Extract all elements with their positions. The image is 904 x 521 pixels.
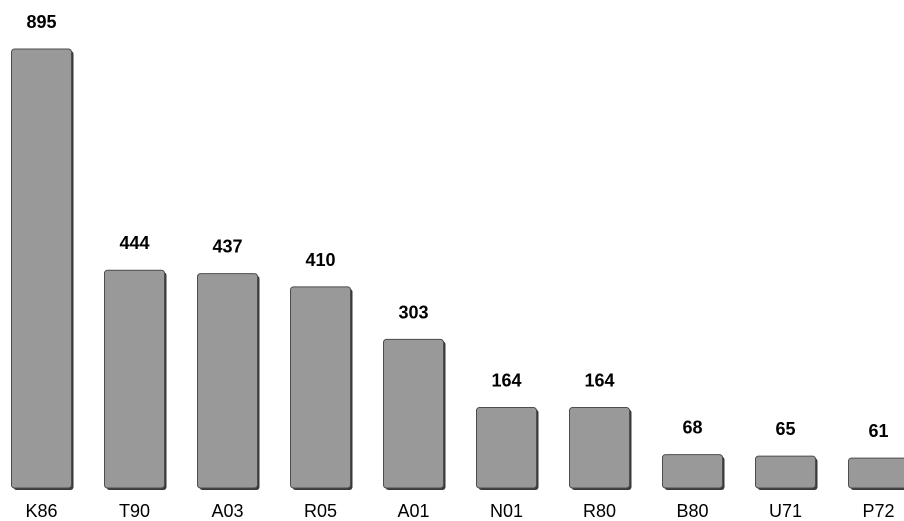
bar-t90 <box>104 269 165 489</box>
bar-a03 <box>197 273 258 489</box>
value-label-r80: 164 <box>584 371 614 391</box>
bar-r05 <box>290 286 351 489</box>
category-labels-layer: K86 T90 A03 R05 A01 N01 R80 B80 U71 P72 <box>25 501 894 521</box>
bar-p72 <box>848 457 904 489</box>
category-label-a03: A03 <box>211 501 243 521</box>
value-label-a03: 437 <box>212 237 242 257</box>
category-label-a01: A01 <box>397 501 429 521</box>
value-label-k86: 895 <box>26 12 56 32</box>
bar-k86 <box>11 48 72 489</box>
bar-n01 <box>476 407 537 489</box>
category-label-r80: R80 <box>583 501 616 521</box>
value-labels-layer: 895 444 437 410 303 164 164 68 65 61 <box>26 12 888 441</box>
value-label-a01: 303 <box>398 302 428 322</box>
value-label-u71: 65 <box>775 419 795 439</box>
value-label-p72: 61 <box>868 421 888 441</box>
category-label-t90: T90 <box>119 501 150 521</box>
category-label-p72: P72 <box>862 501 894 521</box>
category-label-k86: K86 <box>25 501 57 521</box>
category-label-u71: U71 <box>769 501 802 521</box>
value-label-t90: 444 <box>119 233 149 253</box>
bar-r80 <box>569 407 630 489</box>
category-label-b80: B80 <box>676 501 708 521</box>
category-label-r05: R05 <box>304 501 337 521</box>
bar-b80 <box>662 454 723 489</box>
value-label-b80: 68 <box>682 418 702 438</box>
bar-a01 <box>383 338 444 489</box>
value-label-n01: 164 <box>491 371 521 391</box>
bar-u71 <box>755 455 816 489</box>
bars-layer <box>11 48 904 490</box>
value-label-r05: 410 <box>305 250 335 270</box>
category-label-n01: N01 <box>490 501 523 521</box>
